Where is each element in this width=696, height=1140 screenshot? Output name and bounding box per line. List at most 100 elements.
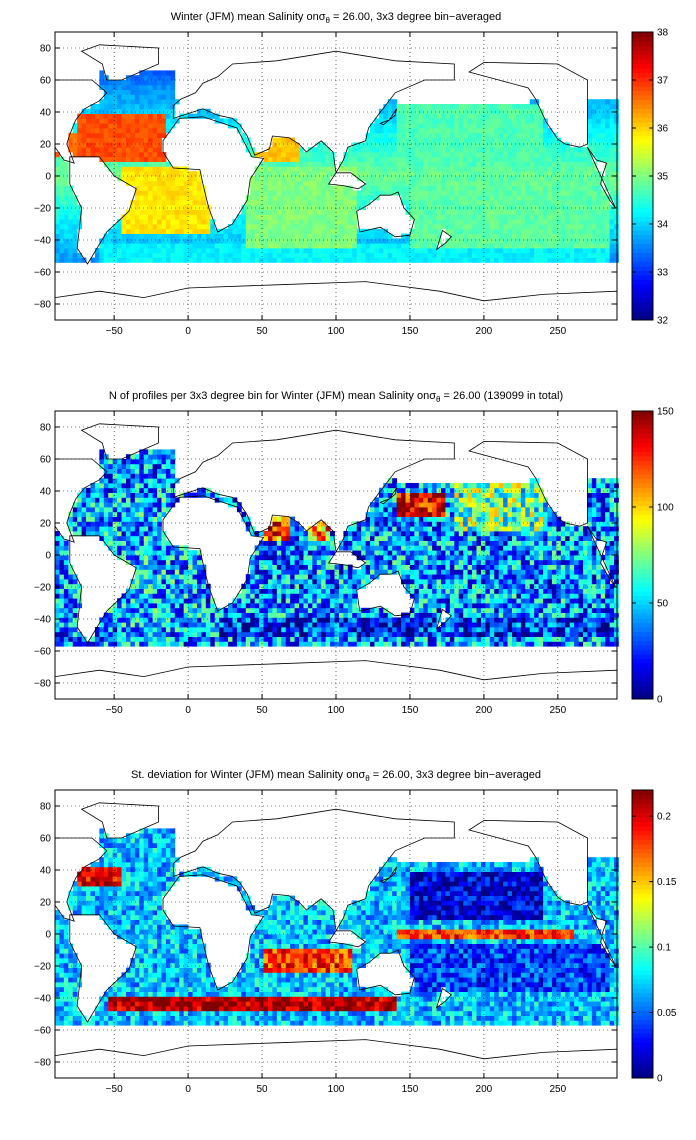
- heatmap-cell: [458, 123, 464, 129]
- heatmap-cell: [330, 636, 335, 642]
- heatmap-cell: [148, 473, 154, 479]
- heatmap-cell: [529, 200, 535, 206]
- heatmap-cell: [534, 209, 540, 215]
- heatmap-cell: [108, 142, 114, 148]
- heatmap-cell: [565, 195, 571, 201]
- heatmap-cell: [551, 152, 557, 158]
- heatmap-cell: [117, 636, 122, 642]
- heatmap-cell: [454, 118, 460, 124]
- heatmap-cell: [281, 598, 287, 604]
- heatmap-cell: [174, 603, 180, 609]
- heatmap-cell: [392, 257, 398, 263]
- heatmap-cell: [538, 214, 544, 220]
- heatmap-cell: [609, 180, 615, 186]
- heatmap-cell: [125, 607, 131, 613]
- heatmap-cell: [63, 603, 69, 609]
- heatmap-cell: [161, 598, 167, 604]
- colorbar-step: [632, 266, 653, 271]
- y-tick-label: −20: [34, 204, 51, 215]
- heatmap-cell: [201, 627, 207, 633]
- heatmap-cell: [161, 550, 167, 556]
- heatmap-cell: [476, 228, 482, 234]
- heatmap-cell: [165, 612, 171, 618]
- heatmap-cell: [90, 104, 96, 110]
- heatmap-cell: [112, 463, 118, 469]
- heatmap-cell: [130, 593, 136, 599]
- colorbar-step: [632, 162, 653, 168]
- heatmap-cell: [458, 252, 464, 258]
- heatmap-cell: [108, 607, 114, 613]
- heatmap-cell: [423, 180, 429, 186]
- heatmap-cell: [454, 195, 460, 201]
- colorbar-step: [632, 158, 653, 163]
- heatmap-cell: [223, 622, 229, 628]
- heatmap-cell: [232, 627, 238, 633]
- heatmap-cell: [103, 492, 109, 498]
- heatmap-cell: [303, 564, 309, 570]
- heatmap-cell: [161, 80, 167, 86]
- heatmap-cell: [387, 142, 393, 148]
- heatmap-cell: [365, 238, 371, 244]
- heatmap-cell: [334, 257, 340, 263]
- heatmap-cell: [396, 132, 402, 138]
- heatmap-cell: [263, 564, 269, 570]
- heatmap-cell: [441, 219, 446, 225]
- heatmap-cell: [250, 627, 256, 633]
- heatmap-cell: [569, 238, 575, 244]
- heatmap-cell: [103, 617, 109, 623]
- heatmap-cell: [192, 641, 198, 647]
- heatmap-cell: [170, 459, 176, 465]
- heatmap-cell: [361, 147, 366, 153]
- heatmap-cell: [299, 224, 304, 230]
- heatmap-cell: [525, 257, 531, 263]
- heatmap-cell: [374, 137, 380, 143]
- heatmap-cell: [112, 478, 118, 484]
- heatmap-cell: [245, 257, 251, 263]
- heatmap-cell: [254, 603, 260, 609]
- heatmap-cell: [86, 147, 91, 153]
- heatmap-cell: [103, 118, 109, 124]
- heatmap-cell: [516, 204, 522, 210]
- heatmap-cell: [183, 180, 189, 186]
- heatmap-cell: [130, 627, 136, 633]
- heatmap-cell: [609, 137, 615, 143]
- heatmap-cell: [383, 104, 389, 110]
- heatmap-cell: [467, 238, 473, 244]
- heatmap-cell: [161, 118, 167, 124]
- heatmap-cell: [108, 531, 114, 537]
- colorbar-step: [632, 216, 653, 222]
- heatmap-cell: [254, 631, 260, 637]
- heatmap-cell: [259, 540, 264, 546]
- heatmap-cell: [423, 185, 429, 191]
- heatmap-cell: [591, 132, 597, 138]
- heatmap-cell: [556, 257, 562, 263]
- heatmap-cell: [130, 142, 136, 148]
- heatmap-cell: [392, 147, 398, 153]
- heatmap-cell: [201, 243, 207, 249]
- heatmap-cell: [170, 166, 176, 172]
- heatmap-cell: [325, 583, 331, 589]
- heatmap-cell: [427, 200, 433, 206]
- heatmap-cell: [152, 617, 158, 623]
- heatmap-cell: [445, 161, 451, 167]
- heatmap-cell: [108, 104, 114, 110]
- heatmap-cell: [232, 123, 238, 129]
- heatmap-cell: [250, 190, 256, 196]
- heatmap-cell: [63, 185, 69, 191]
- heatmap-cell: [63, 171, 69, 177]
- heatmap-cell: [449, 224, 455, 230]
- heatmap-cell: [441, 142, 446, 148]
- heatmap-cell: [325, 593, 331, 599]
- heatmap-cell: [414, 118, 420, 124]
- heatmap-cell: [534, 243, 540, 249]
- heatmap-cell: [316, 152, 322, 158]
- heatmap-cell: [511, 137, 517, 143]
- heatmap-cell: [81, 502, 87, 508]
- heatmap-cell: [600, 128, 606, 134]
- heatmap-cell: [99, 454, 105, 460]
- heatmap-cell: [170, 104, 176, 110]
- heatmap-cell: [458, 113, 464, 119]
- heatmap-cell: [503, 132, 508, 138]
- heatmap-cell: [72, 531, 78, 537]
- heatmap-cell: [196, 180, 202, 186]
